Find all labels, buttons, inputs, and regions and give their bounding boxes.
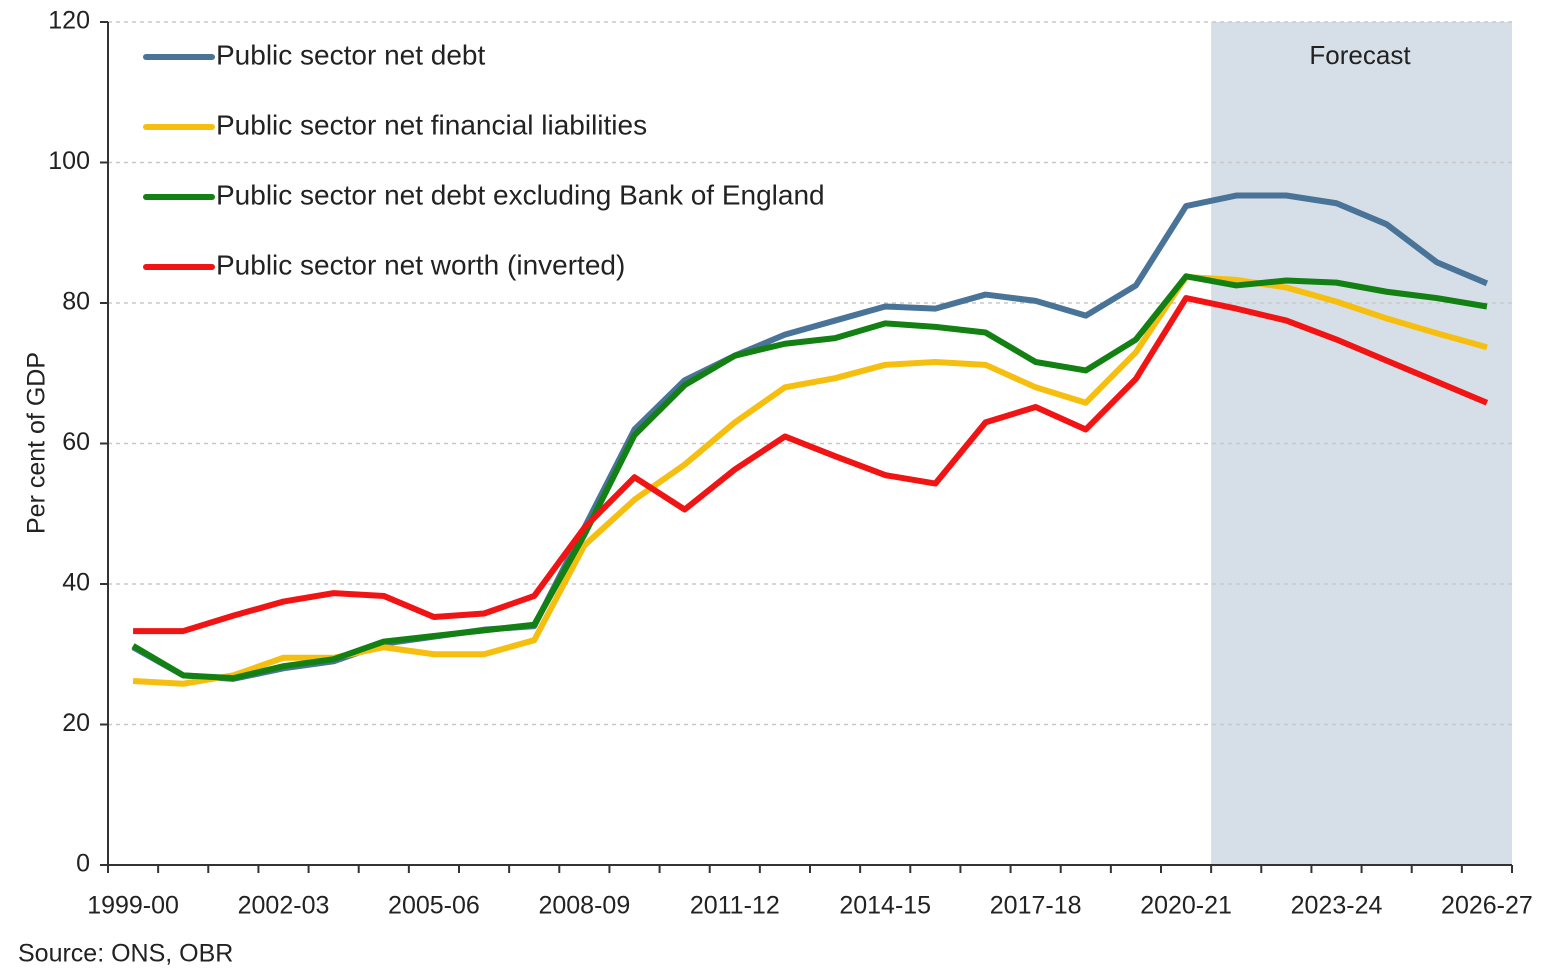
series-line xyxy=(133,295,1489,635)
legend-label: Public sector net debt excluding Bank of… xyxy=(216,179,825,210)
background xyxy=(108,21,1512,865)
y-tick-label: 100 xyxy=(48,147,90,175)
x-tick-label: 1999-00 xyxy=(87,892,179,920)
x-tick-label: 2023-24 xyxy=(1291,892,1383,920)
y-tick-label: 80 xyxy=(62,288,90,316)
y-tick-label: 40 xyxy=(62,569,90,597)
forecast-label: Forecast xyxy=(1309,40,1411,70)
source: Source: ONS, OBR xyxy=(18,940,233,968)
x-tick-label: 2005-06 xyxy=(388,892,480,920)
x-tick-label: 2008-09 xyxy=(538,892,630,920)
x-tick-label: 2011-12 xyxy=(690,892,780,920)
y-axis-label: Per cent of GDP xyxy=(23,352,51,534)
x-tick-label: 2017-18 xyxy=(990,892,1082,920)
legend-label: Public sector net worth (inverted) xyxy=(216,249,625,280)
legend-label: Public sector net financial liabilities xyxy=(216,109,647,140)
x-tick-label: 2026-27 xyxy=(1441,892,1533,920)
y-tick-label: 20 xyxy=(62,709,90,737)
y-tick-label: 60 xyxy=(62,428,90,456)
series-line xyxy=(131,273,1488,682)
forecast-shade xyxy=(1211,22,1512,865)
x-tick-label: 2014-15 xyxy=(839,892,931,920)
x-tick-label: 2020-21 xyxy=(1140,892,1232,920)
y-tick-label: 0 xyxy=(76,850,90,878)
y-tick-label: 120 xyxy=(48,7,90,35)
legend-label: Public sector net debt xyxy=(216,39,485,70)
x-tick-label: 2002-03 xyxy=(238,892,330,920)
